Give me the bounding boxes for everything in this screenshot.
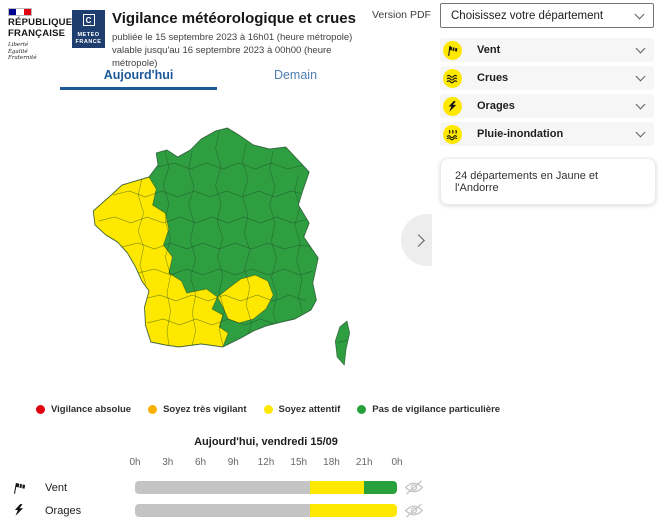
legend-item-vert: Pas de vigilance particulière bbox=[357, 404, 500, 415]
hour-label: 3h bbox=[162, 457, 174, 468]
hour-label: 18h bbox=[323, 457, 340, 468]
accordion-vent-label: Vent bbox=[477, 44, 501, 56]
french-flag-icon bbox=[8, 8, 32, 16]
day-tabs: Aujourd'hui Demain bbox=[60, 64, 374, 90]
corsica-border bbox=[337, 339, 348, 344]
windsock-icon bbox=[443, 40, 462, 60]
republique-francaise-logo: RÉPUBLIQUE FRANÇAISE Liberté Égalité Fra… bbox=[8, 8, 72, 62]
vigilance-segment-none bbox=[135, 504, 310, 517]
meteo-france-logo: C METEO FRANCE bbox=[72, 10, 105, 48]
windsock-icon bbox=[12, 480, 27, 500]
france-vigilance-map[interactable] bbox=[60, 95, 400, 405]
brand-line2: FRANÇAISE bbox=[8, 27, 66, 39]
brand-motto-2: Égalité bbox=[8, 48, 28, 55]
timeline-title: Aujourd'hui, vendredi 15/09 bbox=[194, 436, 338, 448]
accordion-crues-label: Crues bbox=[477, 72, 509, 84]
accordion-pluie-label: Pluie-inondation bbox=[477, 128, 564, 140]
hour-label: 21h bbox=[355, 457, 373, 468]
timeline-row-orages: Orages bbox=[0, 503, 659, 519]
chevron-down-icon bbox=[635, 43, 646, 54]
hour-label: 12h bbox=[257, 457, 275, 468]
chevron-right-icon bbox=[412, 233, 425, 247]
chevron-down-icon bbox=[635, 127, 646, 138]
vigilance-legend: Vigilance absolue Soyez très vigilant So… bbox=[36, 404, 500, 415]
departments-summary-text: 24 départements en Jaune et l'Andorre bbox=[455, 169, 599, 194]
vigilance-segment-jaune bbox=[309, 504, 397, 517]
timeline-row-label: Vent bbox=[45, 482, 68, 494]
legend-item-rouge: Vigilance absolue bbox=[36, 404, 131, 415]
legend-item-orange: Soyez très vigilant bbox=[148, 404, 247, 415]
map-corsica bbox=[334, 320, 351, 366]
brand-line1: RÉPUBLIQUE bbox=[8, 17, 73, 28]
hour-label: 15h bbox=[290, 457, 308, 468]
hour-label: 0h bbox=[129, 457, 141, 468]
department-select[interactable]: Choisissez votre département bbox=[440, 3, 654, 28]
brand-motto-3: Fraternité bbox=[8, 55, 37, 61]
hour-label: 9h bbox=[227, 457, 239, 468]
vent-vigilance-bar bbox=[135, 481, 397, 494]
timeline-hours-axis: 0h 3h 6h 9h 12h 15h 18h 21h 0h bbox=[129, 457, 402, 469]
legend-label: Pas de vigilance particulière bbox=[372, 404, 501, 415]
lightning-icon bbox=[443, 96, 462, 116]
hour-label: 6h bbox=[194, 457, 207, 468]
red-dot-icon bbox=[36, 405, 45, 414]
lightning-icon bbox=[12, 503, 26, 520]
tab-aujourdhui[interactable]: Aujourd'hui bbox=[60, 64, 217, 90]
eye-slash-icon[interactable] bbox=[404, 480, 424, 500]
accordion-pluie-inondation[interactable]: Pluie-inondation bbox=[440, 122, 654, 146]
orange-dot-icon bbox=[148, 405, 158, 414]
waves-icon bbox=[443, 68, 462, 88]
legend-label: Soyez attentif bbox=[278, 404, 341, 415]
map-next-button[interactable] bbox=[401, 214, 432, 266]
valid-until: valable jusqu'au 16 septembre 2023 à 00h… bbox=[112, 45, 332, 69]
vigilance-segment-vert bbox=[364, 481, 397, 494]
brand-motto-1: Liberté bbox=[8, 42, 29, 48]
accordion-orages[interactable]: Orages bbox=[440, 94, 654, 118]
vigilance-segment-none bbox=[135, 481, 310, 494]
accordion-crues[interactable]: Crues bbox=[440, 66, 654, 90]
legend-label: Soyez très vigilant bbox=[163, 404, 247, 415]
page-title: Vigilance météorologique et crues bbox=[112, 10, 356, 27]
timeline-row-label: Orages bbox=[45, 505, 82, 517]
accordion-vent[interactable]: Vent bbox=[440, 38, 654, 62]
meteo-france-mark-icon: C bbox=[82, 14, 95, 26]
meteo-logo-line1: METEO bbox=[77, 32, 100, 38]
tab-demain[interactable]: Demain bbox=[273, 68, 318, 82]
department-select-value: Choisissez votre département bbox=[451, 9, 604, 22]
yellow-dot-icon bbox=[263, 405, 273, 414]
hour-label: 0h bbox=[391, 457, 403, 468]
legend-label: Vigilance absolue bbox=[51, 404, 132, 415]
timeline-row-vent: Vent bbox=[0, 480, 659, 496]
chevron-down-icon bbox=[635, 71, 646, 82]
vigilance-segment-jaune bbox=[309, 481, 365, 494]
green-dot-icon bbox=[357, 405, 367, 414]
chevron-down-icon bbox=[635, 99, 646, 110]
map-mainland-outline bbox=[92, 127, 319, 348]
rain-flood-icon bbox=[443, 124, 462, 144]
legend-item-jaune: Soyez attentif bbox=[263, 404, 341, 415]
eye-slash-icon[interactable] bbox=[404, 503, 424, 520]
meteo-logo-line2: FRANCE bbox=[75, 38, 102, 45]
version-pdf-link[interactable]: Version PDF bbox=[372, 9, 431, 21]
departments-summary-card: 24 départements en Jaune et l'Andorre bbox=[440, 158, 656, 205]
accordion-orages-label: Orages bbox=[477, 100, 515, 112]
published-date: publiée le 15 septembre 2023 à 16h01 (he… bbox=[112, 32, 353, 43]
orages-vigilance-bar bbox=[135, 504, 397, 517]
chevron-down-icon bbox=[634, 9, 645, 20]
